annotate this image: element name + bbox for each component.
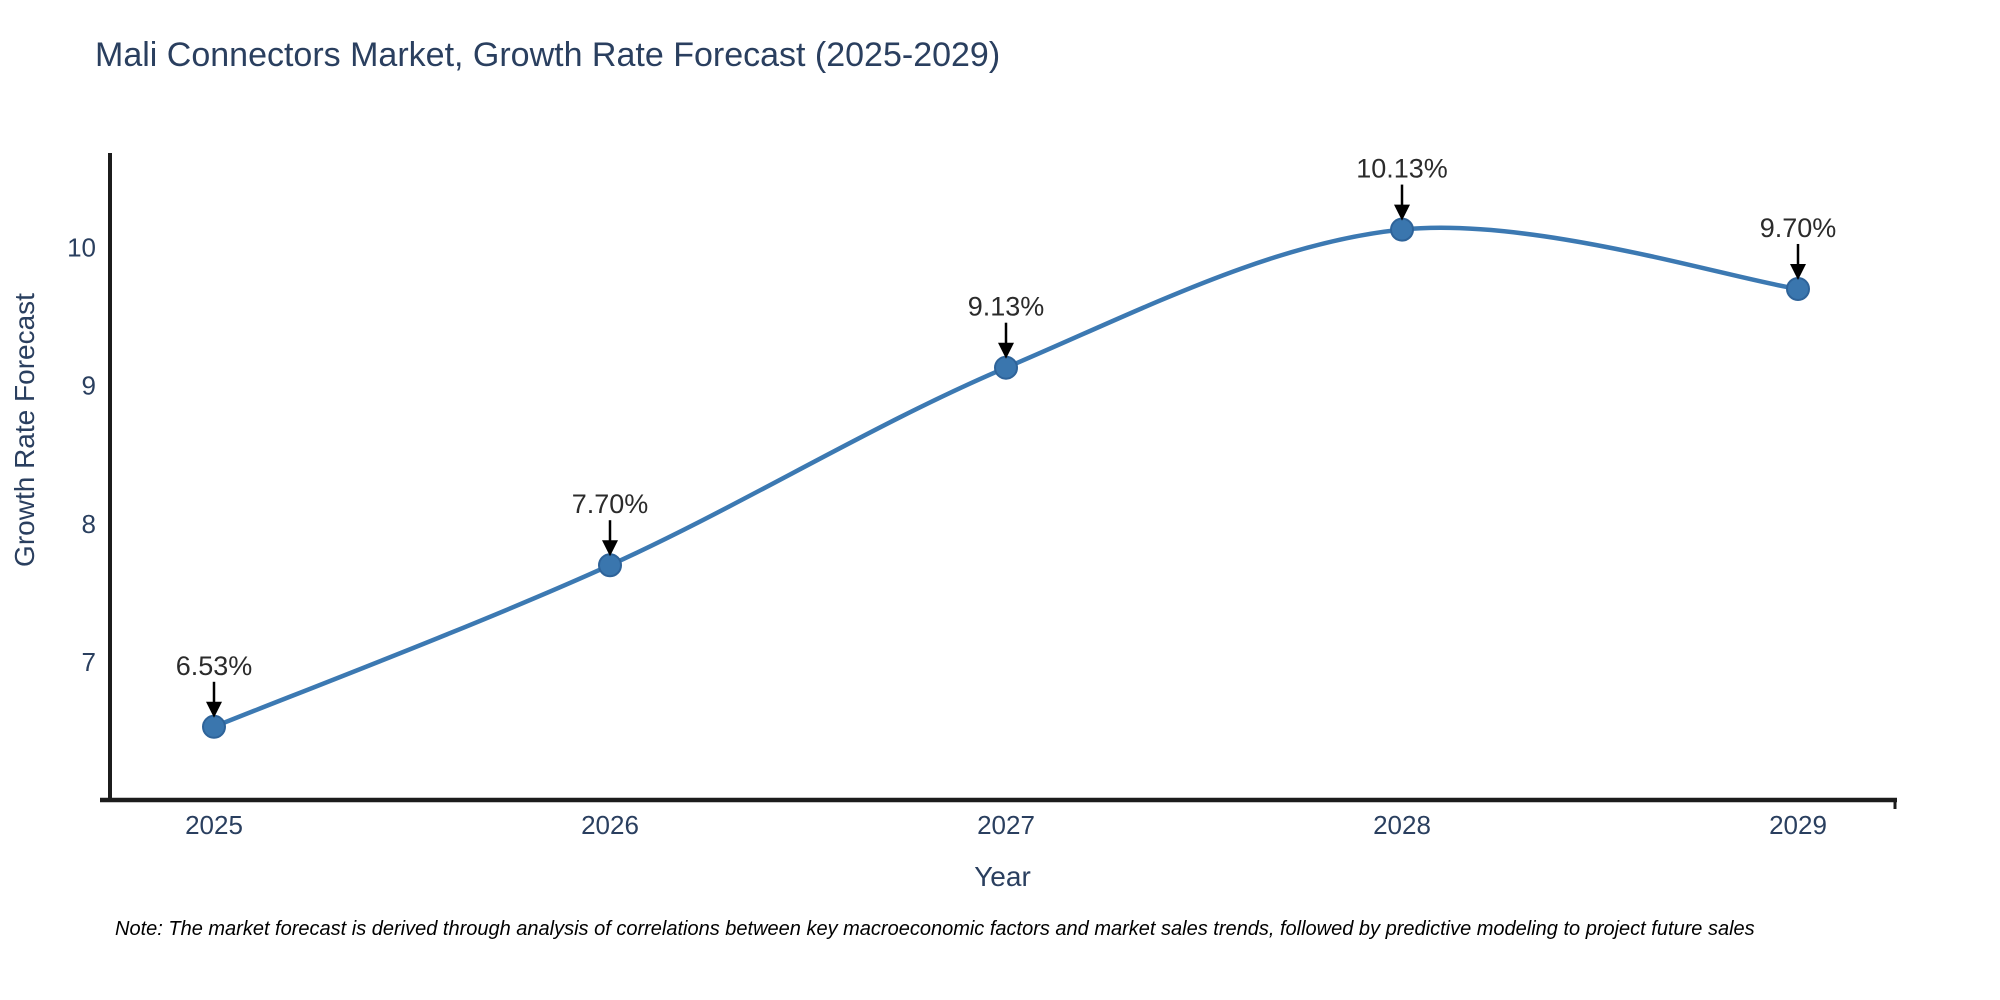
point-annotation-label: 7.70%: [572, 489, 649, 519]
data-point-marker[interactable]: [1786, 276, 1810, 301]
annotation-arrow-head: [206, 701, 222, 718]
y-axis-title: Growth Rate Forecast: [9, 293, 40, 567]
x-tick-label: 2025: [185, 810, 243, 840]
point-annotation-label: 6.53%: [176, 651, 253, 681]
x-tick-label: 2027: [977, 810, 1035, 840]
data-point-marker[interactable]: [598, 553, 622, 578]
data-point-marker[interactable]: [1390, 217, 1414, 242]
annotation-arrow-head: [1790, 263, 1806, 280]
data-point-marker[interactable]: [994, 355, 1018, 380]
y-tick-label: 9: [82, 371, 96, 401]
footnote: Note: The market forecast is derived thr…: [115, 918, 1755, 940]
annotation-arrow-head: [998, 342, 1014, 359]
x-axis-title: Year: [974, 861, 1031, 892]
x-tick-label: 2029: [1769, 810, 1827, 840]
y-tick-label: 8: [82, 509, 96, 539]
y-tick-label: 10: [67, 233, 96, 263]
point-annotation-label: 10.13%: [1356, 154, 1448, 184]
annotation-arrow-head: [602, 540, 618, 557]
y-tick-label: 7: [82, 647, 96, 677]
point-annotation-label: 9.13%: [968, 292, 1045, 322]
x-tick-label: 2026: [581, 810, 639, 840]
x-tick-label: 2028: [1373, 810, 1431, 840]
data-point-marker[interactable]: [202, 714, 226, 739]
point-annotation-label: 9.70%: [1760, 213, 1837, 243]
chart-title: Mali Connectors Market, Growth Rate Fore…: [95, 36, 1001, 74]
annotation-arrow-head: [1394, 204, 1410, 221]
